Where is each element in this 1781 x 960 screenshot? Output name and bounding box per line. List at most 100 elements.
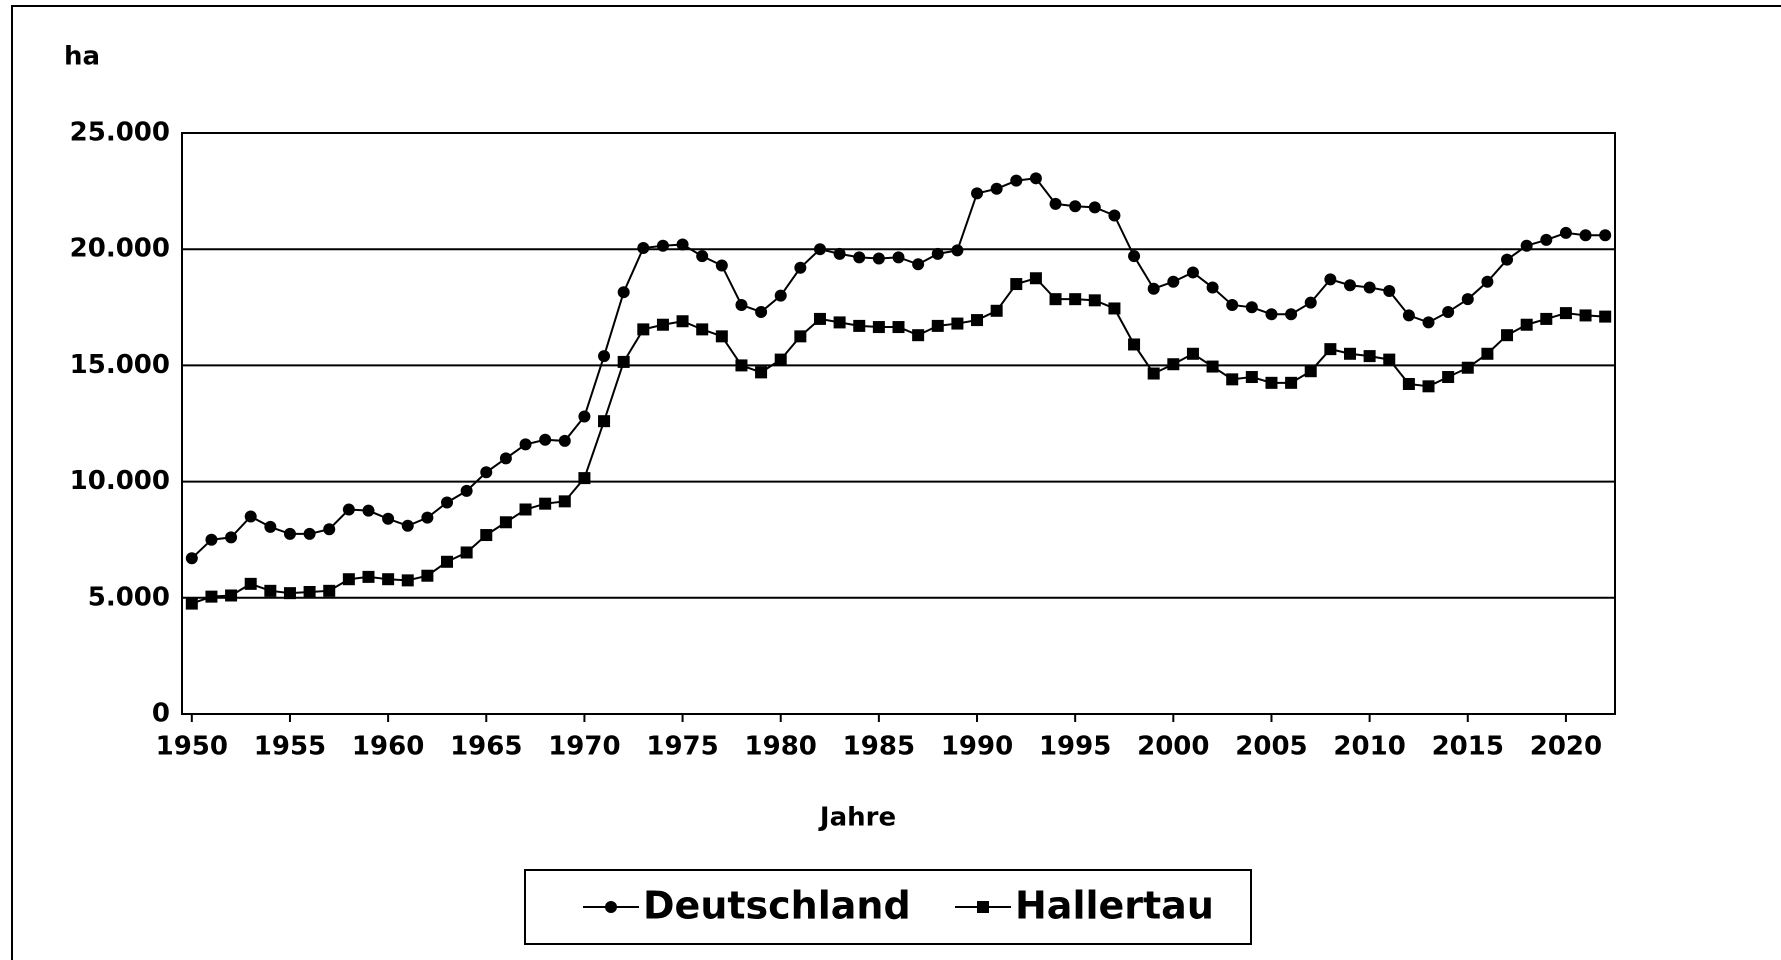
x-axis-label: Jahre [818,803,896,833]
marker [1245,371,1258,384]
y-tick-label: 20.000 [70,234,170,264]
plot-area [181,132,1616,715]
marker [225,531,238,544]
marker [1402,309,1415,322]
marker [323,584,336,597]
marker [1402,377,1415,390]
marker [813,243,826,256]
marker [990,182,1003,195]
marker [598,415,611,428]
marker [1422,316,1435,329]
marker [1088,294,1101,307]
marker [912,329,925,342]
marker [1599,229,1612,242]
marker [519,438,532,451]
marker [185,552,198,565]
marker [1304,296,1317,309]
marker [1029,172,1042,185]
marker [1559,307,1572,320]
marker [931,247,944,260]
marker [813,312,826,325]
x-tick-label: 1985 [843,732,915,762]
marker [499,516,512,529]
marker [441,555,454,568]
y-axis-label: ha [64,42,100,72]
marker [460,546,473,559]
marker [480,529,493,542]
marker [1540,233,1553,246]
marker [990,304,1003,317]
y-tick-label: 15.000 [70,350,170,380]
marker [1226,373,1239,386]
marker [656,239,669,252]
marker [499,452,512,465]
x-tick-label: 1990 [941,732,1013,762]
marker [931,319,944,332]
marker [1304,365,1317,378]
marker [1186,266,1199,279]
marker [1010,174,1023,187]
marker [794,261,807,274]
marker [1285,308,1298,321]
x-tick-label: 1960 [352,732,424,762]
marker [342,503,355,516]
marker [1285,376,1298,389]
marker [1265,376,1278,389]
marker [715,259,728,272]
marker [1442,371,1455,384]
marker [441,496,454,509]
marker [1481,275,1494,288]
marker [1206,281,1219,294]
marker [244,577,257,590]
marker [225,589,238,602]
marker [244,510,257,523]
marker [1029,272,1042,285]
marker [971,314,984,327]
marker [735,298,748,311]
marker [1343,279,1356,292]
legend-label: Hallertau [1015,884,1214,928]
marker [1108,209,1121,222]
marker [1481,347,1494,360]
marker [912,258,925,271]
marker [1422,380,1435,393]
marker [323,523,336,536]
marker [637,242,650,255]
marker [1520,318,1533,331]
marker [1559,226,1572,239]
marker [1186,347,1199,360]
marker [1108,302,1121,315]
y-tick-label: 10.000 [70,466,170,496]
marker [1324,273,1337,286]
marker [1363,281,1376,294]
marker [401,519,414,532]
marker [833,316,846,329]
marker [519,503,532,516]
marker [539,433,552,446]
marker [342,573,355,586]
marker [264,520,277,533]
marker [892,251,905,264]
marker [303,585,316,598]
x-tick-label: 1975 [646,732,718,762]
marker [283,587,296,600]
marker [1128,338,1141,351]
marker [696,323,709,336]
marker [676,238,689,251]
y-tick-label: 0 [152,699,170,729]
marker [1010,278,1023,291]
marker [1363,350,1376,363]
marker [971,187,984,200]
x-tick-label: 2005 [1235,732,1307,762]
marker [598,350,611,363]
marker [617,355,630,368]
marker [833,247,846,260]
x-tick-label: 1965 [450,732,522,762]
x-tick-label: 2010 [1333,732,1405,762]
marker [715,330,728,343]
y-tick-label: 5.000 [88,582,170,612]
marker [1245,301,1258,314]
y-tick-label: 25.000 [70,118,170,148]
marker [205,533,218,546]
